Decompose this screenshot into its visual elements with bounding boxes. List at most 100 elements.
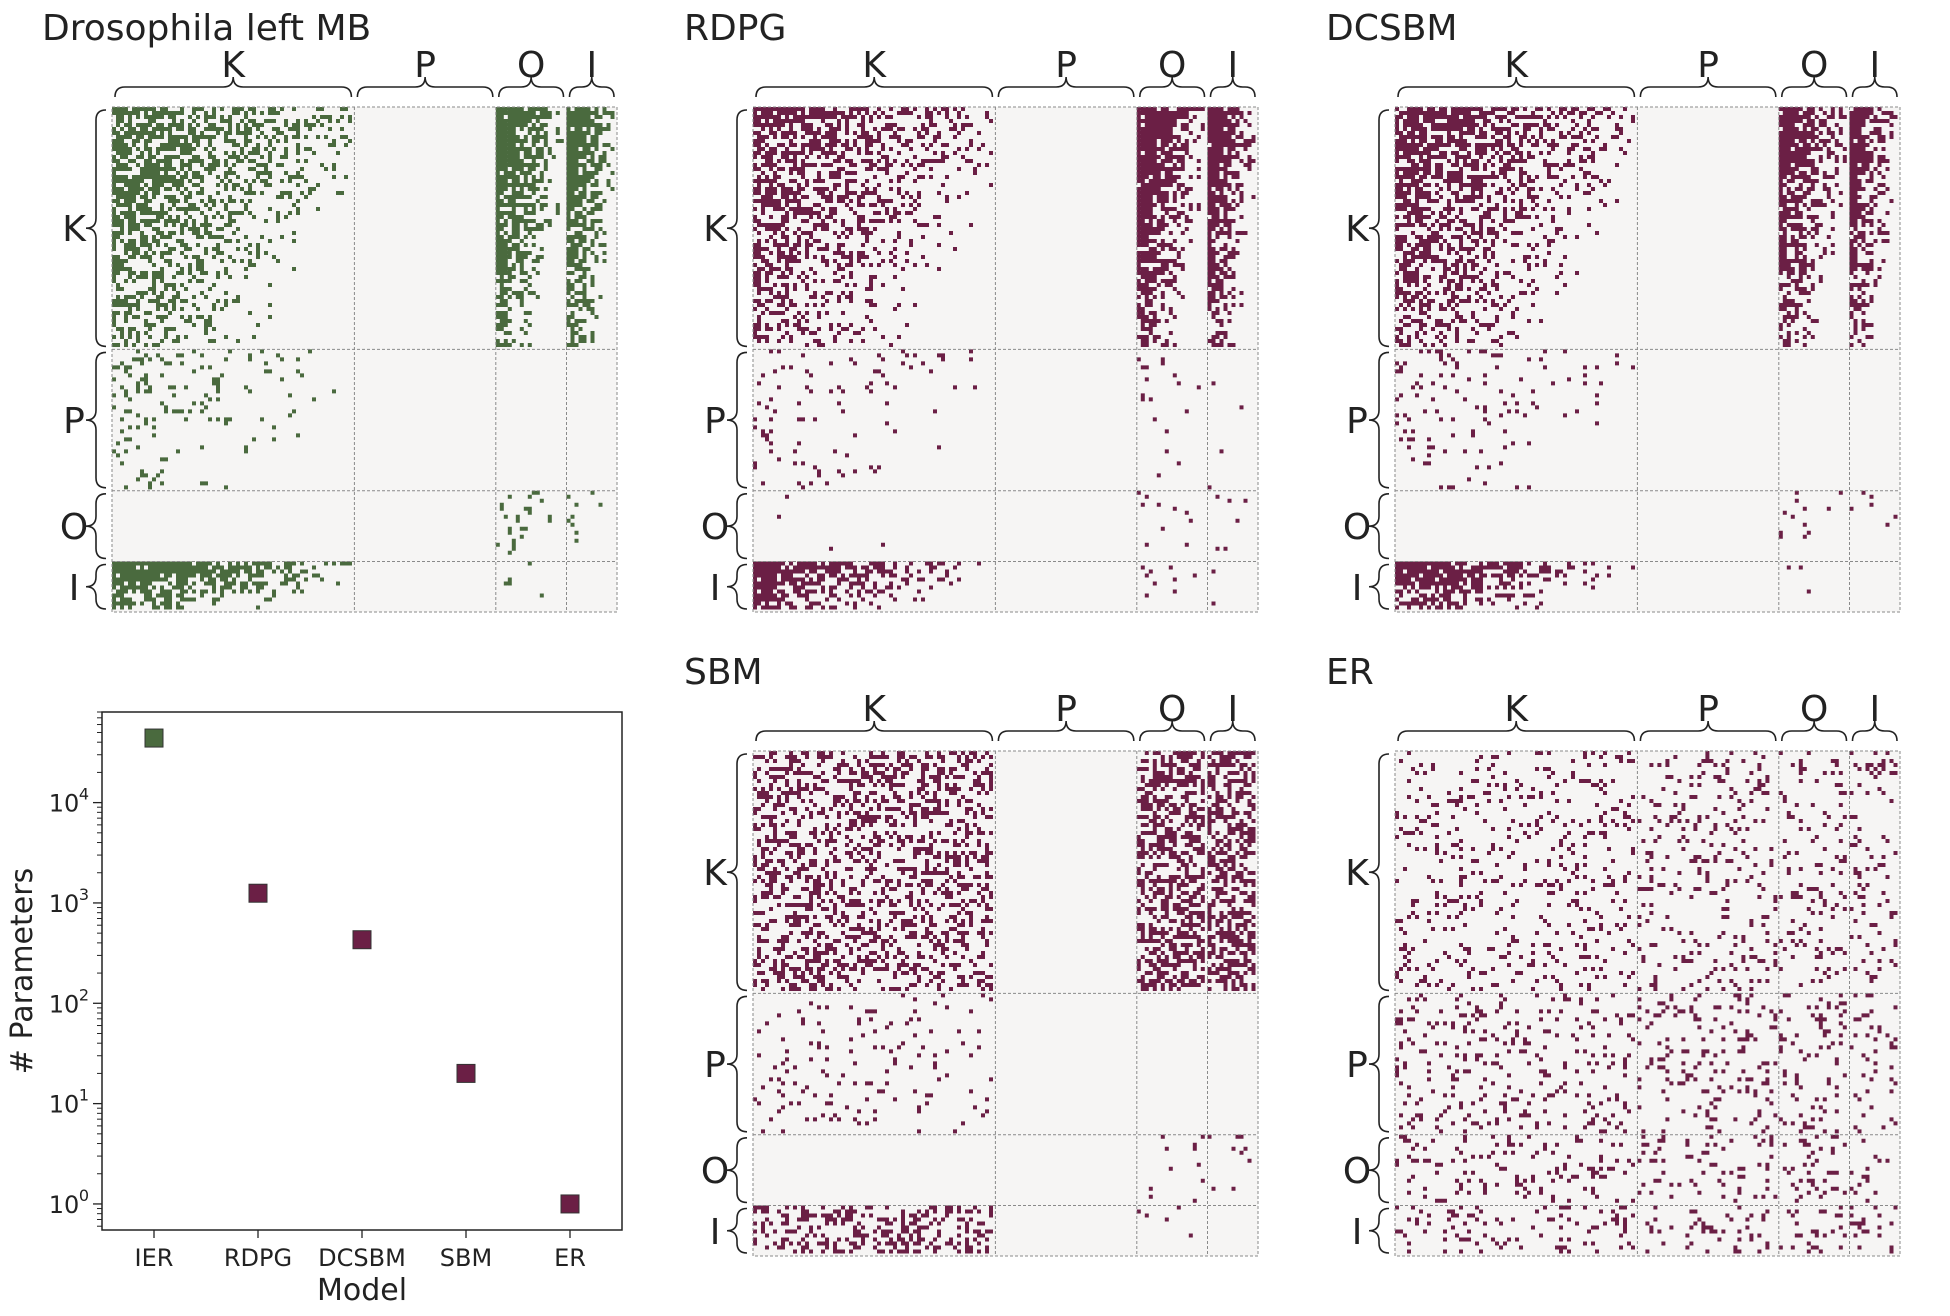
x-tick-label-rdpg: RDPG [224,1244,292,1272]
edges-drosophila-2-3 [566,490,603,543]
panel-title-sbm: SBM [684,652,763,693]
matrix-border [752,106,1259,613]
x-tick-label-dcsbm: DCSBM [318,1244,406,1272]
edges-dcsbm-3-2 [1786,565,1811,594]
y-tick-label: 10 [49,1091,80,1119]
panel-title-dcsbm: DCSBM [1326,8,1458,49]
block-drosophila-1-1 [354,349,496,491]
left-brace-K [1368,109,1390,348]
left-brace-O [726,493,748,560]
block-drosophila-1-2 [495,349,567,491]
block-dcsbm-2-1 [1637,490,1779,562]
edges-sbm-3-0 [753,1205,993,1254]
left-block-label-K: K [1345,209,1370,250]
block-rdpg-1-2 [1136,349,1208,491]
edges-er-2-1 [1637,1134,1778,1203]
data-point-rdpg [248,883,268,903]
block-sbm-3-2 [1136,1205,1208,1256]
block-sbm-1-0 [753,993,996,1135]
edges-rdpg-1-2 [1136,357,1201,478]
matrix-border [1394,106,1901,613]
block-rdpg-0-1 [995,107,1137,350]
block-rdpg-1-1 [995,349,1137,491]
block-drosophila-3-1 [354,561,496,612]
top-block-label-K: K [221,45,246,86]
top-brace-P [997,720,1135,742]
edges-er-1-2 [1778,993,1847,1134]
block-drosophila-2-2 [495,490,567,562]
edges-drosophila-0-0 [112,107,352,347]
top-block-label-O: O [517,45,545,86]
panel-title-rdpg: RDPG [684,8,787,49]
block-er-3-0 [1395,1205,1638,1256]
block-drosophila-1-0 [112,349,355,491]
block-drosophila-1-3 [566,349,617,491]
block-sbm-1-2 [1136,993,1208,1135]
matrix-border [752,750,1259,1257]
top-block-label-O: O [1158,45,1186,86]
left-brace-P [1368,995,1390,1133]
top-block-label-K: K [1504,689,1529,730]
x-tick-label-ier: IER [135,1244,174,1272]
top-brace-K [114,76,353,98]
left-brace-P [726,351,748,489]
block-dcsbm-2-3 [1849,490,1900,562]
edges-rdpg-2-3 [1215,494,1248,551]
edges-drosophila-1-0 [112,349,336,490]
block-sbm-1-3 [1207,993,1258,1135]
top-brace-O [1781,76,1848,98]
plot-frame [101,711,623,1231]
block-rdpg-3-2 [1136,561,1208,612]
block-sbm-2-3 [1207,1134,1258,1206]
top-brace-K [1397,720,1636,742]
matrix-border [1394,750,1901,1257]
edges-er-3-3 [1849,1205,1898,1254]
left-block-label-K: K [1345,853,1370,894]
left-brace-P [726,995,748,1133]
top-brace-P [1639,720,1777,742]
top-brace-K [755,720,994,742]
left-block-label-K: K [703,853,728,894]
left-block-label-I: I [710,1212,721,1253]
top-block-label-K: K [862,689,887,730]
left-block-label-P: P [1346,401,1368,442]
left-block-label-P: P [704,1045,726,1086]
edges-dcsbm-3-0 [1395,561,1635,610]
top-brace-K [755,76,994,98]
left-brace-I [1368,563,1390,610]
top-brace-I [568,76,615,98]
edges-drosophila-0-3 [566,107,615,347]
block-rdpg-1-3 [1207,349,1258,491]
edges-drosophila-0-2 [495,107,564,347]
top-block-label-P: P [1697,689,1719,730]
top-brace-I [1851,720,1898,742]
top-block-label-O: O [1158,689,1186,730]
top-block-label-I: I [1869,689,1880,730]
block-dcsbm-1-1 [1637,349,1779,491]
edges-dcsbm-2-2 [1778,490,1843,539]
edges-sbm-0-0 [753,751,993,991]
panel-title-er: ER [1326,652,1374,693]
block-rdpg-2-1 [995,490,1137,562]
edges-er-1-0 [1395,993,1635,1134]
block-dcsbm-2-0 [1395,490,1638,562]
block-drosophila-2-0 [112,490,355,562]
edges-dcsbm-2-3 [1849,490,1898,527]
edges-drosophila-3-0 [112,561,352,610]
top-block-label-O: O [1800,45,1828,86]
x-tick-label-sbm: SBM [440,1244,492,1272]
data-point-dcsbm [352,930,372,950]
top-brace-P [1639,76,1777,98]
block-dcsbm-1-0 [1395,349,1638,491]
edges-dcsbm-0-0 [1395,107,1635,347]
top-block-label-O: O [1800,689,1828,730]
left-brace-P [85,351,107,489]
block-sbm-3-3 [1207,1205,1258,1256]
y-tick-exponent: 3 [79,885,89,904]
top-brace-O [1139,720,1206,742]
left-block-label-O: O [1343,507,1371,548]
